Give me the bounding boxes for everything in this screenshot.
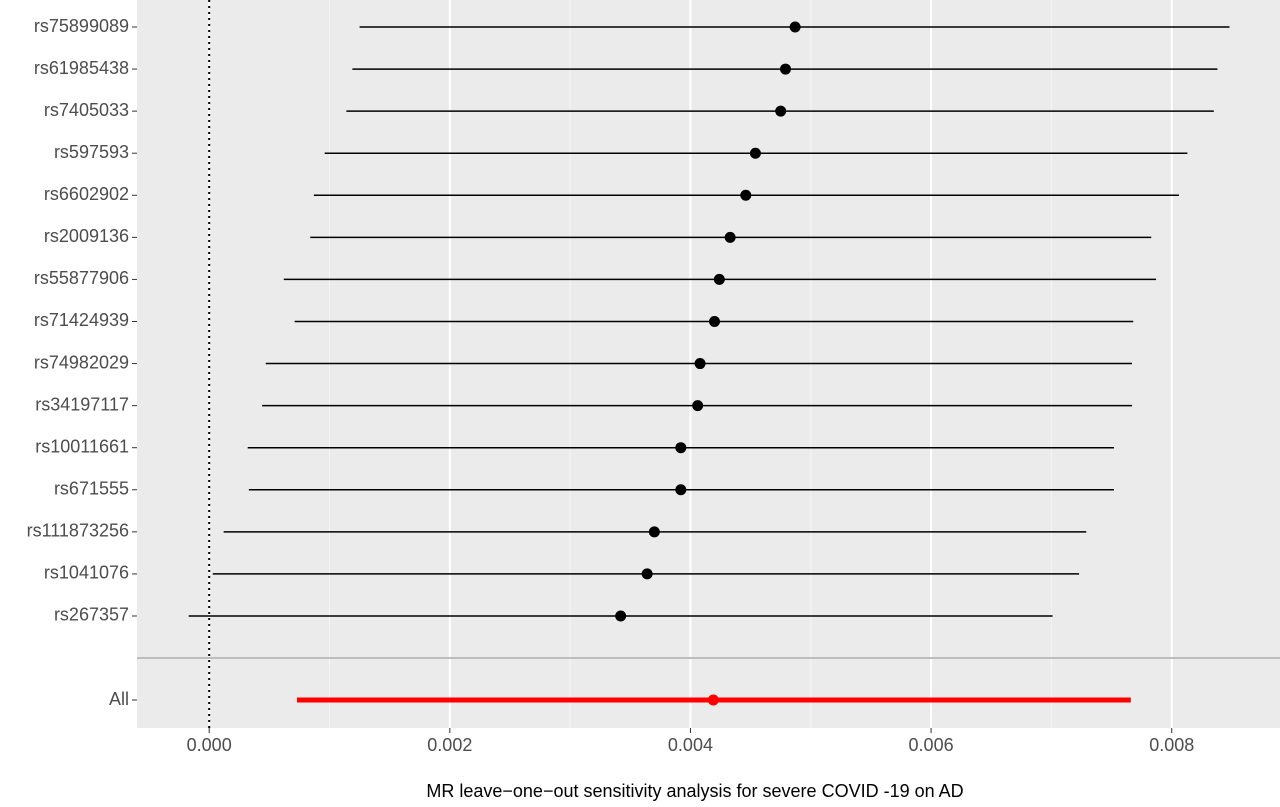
y-tick-label: rs267357 (54, 605, 129, 625)
x-tick-label: 0.008 (1149, 735, 1194, 755)
point (740, 189, 752, 201)
y-tick-label: rs1041076 (44, 563, 129, 583)
point (724, 231, 736, 243)
x-tick-label: 0.004 (668, 735, 713, 755)
x-tick-label: 0.006 (909, 735, 954, 755)
point (749, 147, 761, 159)
point (675, 484, 687, 496)
y-tick-label: rs2009136 (44, 226, 129, 246)
point (709, 315, 721, 327)
y-tick-label: rs597593 (54, 142, 129, 162)
point (713, 273, 725, 285)
point (694, 358, 706, 370)
y-tick-label: rs111873256 (27, 521, 129, 541)
y-tick-label: rs55877906 (34, 268, 129, 288)
point (775, 105, 787, 117)
point (641, 568, 653, 580)
y-tick-label: rs71424939 (34, 310, 129, 330)
y-tick-label: rs74982029 (34, 352, 129, 372)
point (692, 400, 704, 412)
x-axis-title: MR leave−one−out sensitivity analysis fo… (426, 781, 963, 801)
x-tick-label: 0.002 (427, 735, 472, 755)
point (780, 63, 792, 75)
point (648, 526, 660, 538)
y-tick-label: rs75899089 (34, 16, 129, 36)
x-tick-label: 0.000 (187, 735, 232, 755)
y-tick-label: rs671555 (54, 479, 129, 499)
point (675, 442, 687, 454)
y-tick-label: rs7405033 (44, 100, 129, 120)
y-tick-label: rs10011661 (35, 436, 129, 456)
y-tick-label: rs61985438 (34, 58, 129, 78)
y-tick-label: All (109, 689, 129, 709)
point (615, 610, 627, 622)
y-tick-label: rs6602902 (44, 184, 129, 204)
summary-point (707, 694, 719, 706)
y-tick-label: rs34197117 (35, 394, 129, 414)
point (789, 21, 801, 33)
